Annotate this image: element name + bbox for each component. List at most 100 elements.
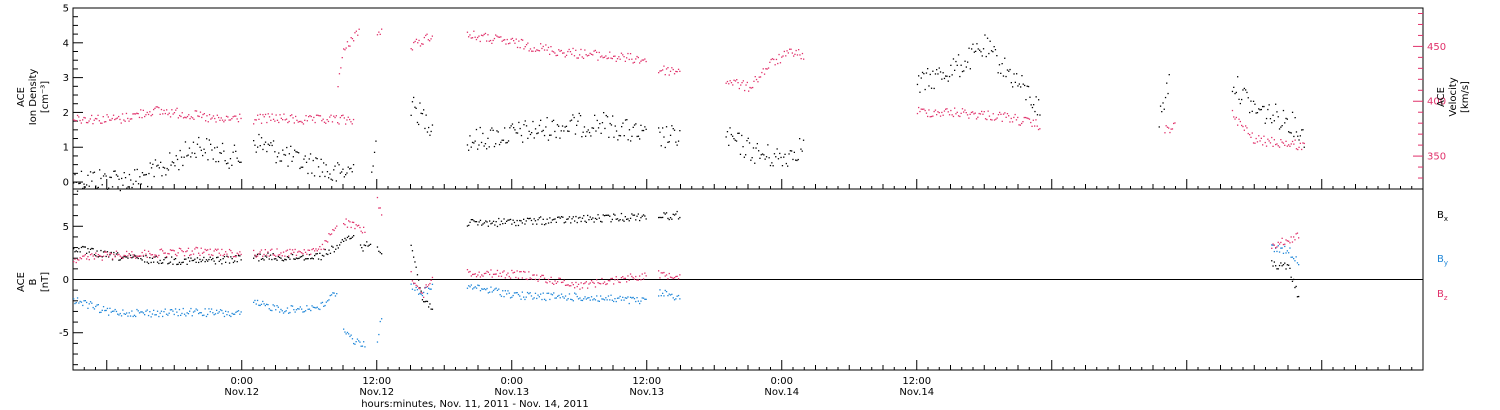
data-point [489,273,491,276]
data-point [673,277,676,279]
data-point [550,134,552,136]
data-point [342,168,344,170]
data-point [192,141,195,143]
data-point [492,273,495,275]
data-point [176,263,178,266]
data-point [536,132,538,135]
data-point [577,298,580,300]
data-point [133,314,136,316]
data-point [979,113,982,115]
data-point [491,291,493,293]
data-point [272,118,275,120]
data-point [111,117,113,120]
data-point [239,313,241,315]
data-point [110,119,112,121]
data-point [76,258,79,261]
data-point [277,254,279,256]
data-point [642,278,645,280]
data-point [1258,135,1260,137]
data-point [611,57,613,60]
data-point [132,183,134,185]
data-point [980,51,982,53]
data-point [343,223,345,225]
data-point [216,256,218,259]
data-point [119,312,121,315]
data-point [178,308,181,311]
data-point [502,271,504,273]
data-point [520,134,523,137]
data-point [627,275,629,277]
data-point [631,297,633,299]
data-point [481,274,483,276]
data-point [227,311,229,313]
data-point [367,245,369,247]
data-point [293,309,295,311]
data-point [165,256,168,259]
data-point [518,121,520,124]
data-point [622,296,624,298]
data-point [332,229,334,231]
data-point [253,140,255,142]
data-point [1004,112,1006,114]
data-point [546,292,548,294]
data-point [531,132,533,134]
data-point [333,229,335,232]
data-point [664,74,666,76]
data-point [117,175,119,177]
data-point [554,280,556,282]
data-point [473,287,475,289]
data-point [673,299,676,301]
data-point [1000,72,1002,74]
data-point [1269,118,1272,120]
data-point [580,48,582,51]
data-point [761,71,763,74]
data-point [482,35,484,37]
data-point [212,312,214,314]
data-point [414,40,416,43]
data-point [334,116,336,119]
data-point [280,252,282,254]
data-point [1233,86,1235,88]
data-point [522,141,524,143]
top-left-ylabel-line-3: [cm⁻³] [40,81,51,113]
data-point [292,156,294,158]
data-point [127,315,129,317]
data-point [570,285,572,287]
data-point [276,248,278,250]
data-point [512,219,514,221]
data-point [419,45,422,47]
data-point [73,298,75,300]
data-point [155,254,157,257]
data-point [579,115,582,117]
data-point [154,107,156,109]
data-point [1271,247,1273,249]
data-point [254,299,256,302]
data-point [1021,75,1023,77]
data-point [273,258,276,260]
data-point [253,123,255,125]
data-point [102,255,105,257]
data-point [302,123,305,125]
data-point [271,309,273,312]
data-point [158,254,160,257]
data-point [757,81,759,83]
data-point [205,315,208,318]
data-point [109,176,111,178]
data-point [624,60,626,62]
data-point [369,243,372,245]
data-point [1294,139,1296,141]
data-point [988,115,991,117]
data-point [929,73,931,76]
data-point [562,52,564,54]
data-point [545,44,547,46]
data-point [364,346,366,348]
data-point [295,309,298,311]
data-point [223,256,226,258]
data-point [258,260,260,262]
data-point [192,117,194,119]
data-point [194,248,196,250]
data-point [126,256,128,258]
data-point [142,109,144,111]
data-point [1238,98,1240,100]
